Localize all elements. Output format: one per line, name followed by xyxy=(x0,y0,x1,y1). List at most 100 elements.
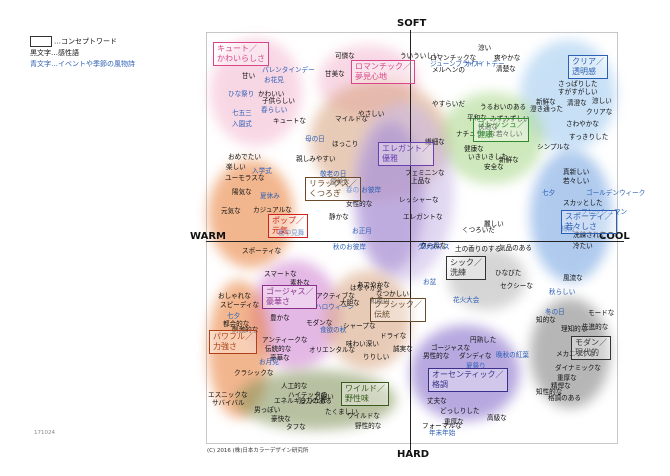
kansei-keyword: ハイテックの xyxy=(288,391,328,399)
kansei-keyword: 丈夫な xyxy=(427,397,447,405)
kansei-keyword: 上品な xyxy=(411,177,431,185)
kansei-keyword: スピーディな xyxy=(220,301,260,309)
color-region-tan xyxy=(325,270,411,370)
concept-powerful: パワフル／ 力強さ xyxy=(209,330,257,354)
kansei-keyword: 味わい深い xyxy=(346,340,379,348)
kansei-keyword: ナチュラルな xyxy=(456,130,496,138)
kansei-keyword: さわやかな xyxy=(566,120,599,128)
kansei-keyword: 円熟した xyxy=(470,336,497,344)
concept-clear: クリア／ 透明感 xyxy=(568,55,608,79)
kansei-keyword: 土の香りのする xyxy=(455,245,502,253)
kansei-keyword: 静かな xyxy=(329,213,349,221)
kansei-keyword: 力強い xyxy=(314,393,334,401)
concept-cute: キュート／ かわいらしさ xyxy=(213,42,269,66)
kansei-keyword: クラシックな xyxy=(234,369,274,377)
kansei-keyword: やすらいだ xyxy=(432,100,465,108)
kansei-keyword: 洗練された xyxy=(573,231,606,239)
legend-box-swatch xyxy=(30,36,52,47)
event-keyword: お盆 xyxy=(423,278,437,286)
kansei-keyword: メルヘンの xyxy=(432,66,465,74)
kansei-keyword: 新鮮な xyxy=(499,156,519,164)
event-keyword: 食欲の秋 xyxy=(320,326,347,334)
kansei-keyword: アクティブな xyxy=(316,292,355,300)
kansei-keyword: 豊かな xyxy=(270,314,290,322)
copyright-footer: (C) 2016 (株)日本カラーデザイン研究所 xyxy=(207,448,309,454)
kansei-keyword: 安全な xyxy=(484,163,504,171)
event-keyword: パレンタインデー xyxy=(262,66,315,74)
event-keyword: フレッシュマン xyxy=(581,208,628,216)
event-keyword: ゴールデンウィーク xyxy=(586,189,646,197)
concept-fresh: フレッシュ／ 健康 xyxy=(473,118,529,142)
kansei-keyword: スポーティな xyxy=(242,247,282,255)
kansei-keyword: 豪華な xyxy=(270,354,290,362)
kansei-keyword: ユーモラスな xyxy=(225,174,265,182)
kansei-keyword: セクシーな xyxy=(500,282,533,290)
kansei-keyword: 誠実な xyxy=(393,345,413,353)
kansei-keyword: たくましい xyxy=(325,408,358,416)
kansei-keyword: ワイルドな xyxy=(347,412,380,420)
kansei-keyword: かわいい xyxy=(258,90,285,98)
kansei-keyword: ほっこり xyxy=(332,140,359,148)
kansei-keyword: キュートな xyxy=(273,117,306,125)
concept-authentic: オーセンティック／ 格調 xyxy=(428,368,508,392)
kansei-keyword: 若々しい xyxy=(496,130,523,138)
kansei-keyword: 先進的な xyxy=(582,323,609,331)
kansei-keyword: 理知的な xyxy=(561,325,588,333)
legend-row-kansei: 黒文字…感性語 xyxy=(30,48,79,57)
kansei-keyword: りりしい xyxy=(363,353,390,361)
color-region-olive xyxy=(236,370,396,430)
kansei-keyword: ダイナミックな xyxy=(555,364,602,372)
kansei-keyword: レッシャーな xyxy=(399,196,439,204)
event-keyword: 晩秋の紅葉 xyxy=(496,351,529,359)
kansei-keyword: モードな xyxy=(588,309,615,317)
event-keyword: お月見 xyxy=(259,358,279,366)
kansei-keyword: 真新しい xyxy=(563,168,590,176)
kansei-keyword: 素朴な xyxy=(290,279,310,287)
kansei-keyword: 甘い xyxy=(242,72,256,80)
kansei-keyword: いきいきした xyxy=(468,153,508,161)
kansei-keyword: 陽気な xyxy=(232,188,252,196)
kansei-keyword: 和風の xyxy=(370,297,390,305)
kansei-keyword: 甘美な xyxy=(325,70,345,78)
kansei-keyword: 爽やかな xyxy=(494,54,521,62)
kansei-keyword: 豪快な xyxy=(271,415,291,423)
kansei-keyword: メカニックな xyxy=(556,350,596,358)
kansei-keyword: エスニックな xyxy=(208,391,248,399)
kansei-keyword: くつろいだ xyxy=(462,226,495,234)
event-keyword: 七夕 xyxy=(227,312,241,320)
kansei-keyword: 健康な xyxy=(464,145,484,153)
kansei-keyword: シンプルな xyxy=(537,143,570,151)
axis-label-warm: WARM xyxy=(190,231,226,242)
event-keyword: 梅雨 xyxy=(561,225,575,233)
kansei-keyword: エネルギッシュな xyxy=(274,397,327,405)
kansei-keyword: 子供らしい xyxy=(262,97,295,105)
kansei-keyword: ゴージャスな xyxy=(431,344,471,352)
kansei-keyword: すがすがしい xyxy=(558,88,598,96)
concept-classic: クラシック／ 伝統 xyxy=(370,298,426,322)
color-region-darkgray xyxy=(530,298,610,408)
kansei-keyword: 重厚な xyxy=(444,418,464,426)
kansei-keyword: 清楚な xyxy=(496,65,516,73)
kansei-keyword: 迫力のある xyxy=(299,397,332,405)
event-keyword: 春らしい xyxy=(261,106,288,114)
kansei-keyword: エレガントな xyxy=(403,213,443,221)
event-keyword: ジューンブライド xyxy=(430,60,482,68)
kansei-keyword: アンティークな xyxy=(262,336,308,344)
event-keyword: ひな祭り xyxy=(228,90,255,98)
kansei-keyword: 風流な xyxy=(563,274,583,282)
kansei-keyword: タフな xyxy=(286,423,306,431)
kansei-keyword: クールな xyxy=(420,242,447,250)
kansei-keyword: スマートな xyxy=(264,270,297,278)
kansei-keyword: 野性的な xyxy=(355,422,382,430)
kansei-keyword: フェミニンな xyxy=(405,169,445,177)
kansei-keyword: 澄き通った xyxy=(530,105,563,113)
kansei-keyword: 都会的な xyxy=(223,320,250,328)
event-keyword: 敬老の日 xyxy=(320,170,347,178)
kansei-keyword: はなやかな xyxy=(350,284,383,292)
kansei-keyword: おめでたい xyxy=(228,153,261,161)
event-keyword: 七夕 xyxy=(542,189,556,197)
kansei-keyword: ダンディな xyxy=(459,352,492,360)
kansei-keyword: 知性的な xyxy=(536,388,563,396)
kansei-keyword: 大胆な xyxy=(340,299,360,307)
event-keyword: お花見 xyxy=(264,76,284,84)
